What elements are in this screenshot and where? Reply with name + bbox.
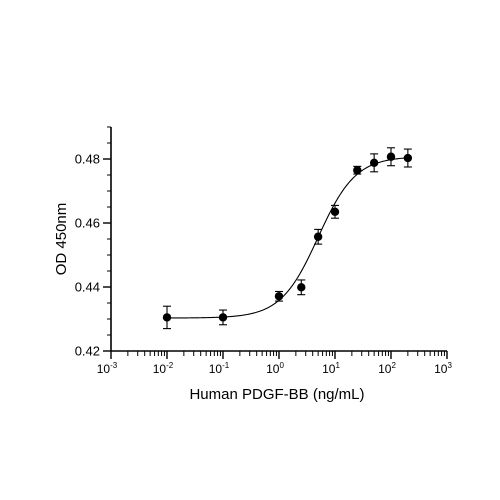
y-axis-label: OD 450nm	[53, 203, 70, 276]
data-point	[403, 148, 413, 168]
data-point	[297, 279, 306, 296]
x-tick-label: 101	[322, 361, 340, 376]
y-tick-label: 0.48	[75, 152, 100, 167]
data-point	[162, 305, 172, 330]
data-point	[369, 153, 379, 173]
x-tick-label: 102	[378, 361, 396, 376]
point-marker	[274, 292, 284, 301]
x-tick-label: 10-1	[209, 361, 230, 376]
point-marker	[369, 158, 379, 168]
y-tick-label: 0.44	[75, 280, 100, 295]
data-points	[162, 147, 413, 330]
point-marker	[297, 283, 306, 292]
x-major-ticks: 10-3 10-2 10-1 100 101 102 103	[97, 351, 452, 376]
x-tick-label: 103	[434, 361, 452, 376]
x-minor-ticks	[127, 351, 445, 356]
fit-curve	[167, 157, 408, 319]
point-marker	[218, 313, 228, 322]
x-tick-label: 100	[266, 361, 284, 376]
point-marker	[313, 232, 323, 241]
data-point	[218, 309, 228, 326]
data-point	[353, 165, 362, 175]
point-marker	[403, 153, 413, 163]
point-marker	[386, 152, 396, 161]
x-axis-label: Human PDGF-BB (ng/mL)	[189, 386, 364, 403]
x-tick-label: 10-2	[153, 361, 174, 376]
data-point	[386, 147, 396, 167]
point-marker	[162, 313, 172, 322]
y-tick-label: 0.42	[75, 344, 100, 359]
data-point	[330, 204, 340, 219]
point-marker	[353, 166, 362, 175]
data-point	[313, 228, 323, 245]
y-ticks: 0.42 0.44 0.46 0.48	[75, 126, 111, 359]
y-tick-label: 0.46	[75, 216, 100, 231]
x-tick-label: 10-3	[97, 361, 118, 376]
data-point	[274, 290, 284, 302]
point-marker	[330, 207, 340, 216]
